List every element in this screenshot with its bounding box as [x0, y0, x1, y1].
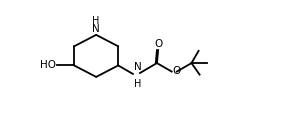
Text: N: N	[92, 24, 100, 34]
Text: O: O	[154, 39, 162, 49]
Text: H: H	[92, 16, 100, 26]
Text: N: N	[134, 62, 142, 72]
Text: HO: HO	[40, 60, 56, 70]
Text: O: O	[172, 66, 180, 76]
Text: H: H	[134, 79, 142, 89]
